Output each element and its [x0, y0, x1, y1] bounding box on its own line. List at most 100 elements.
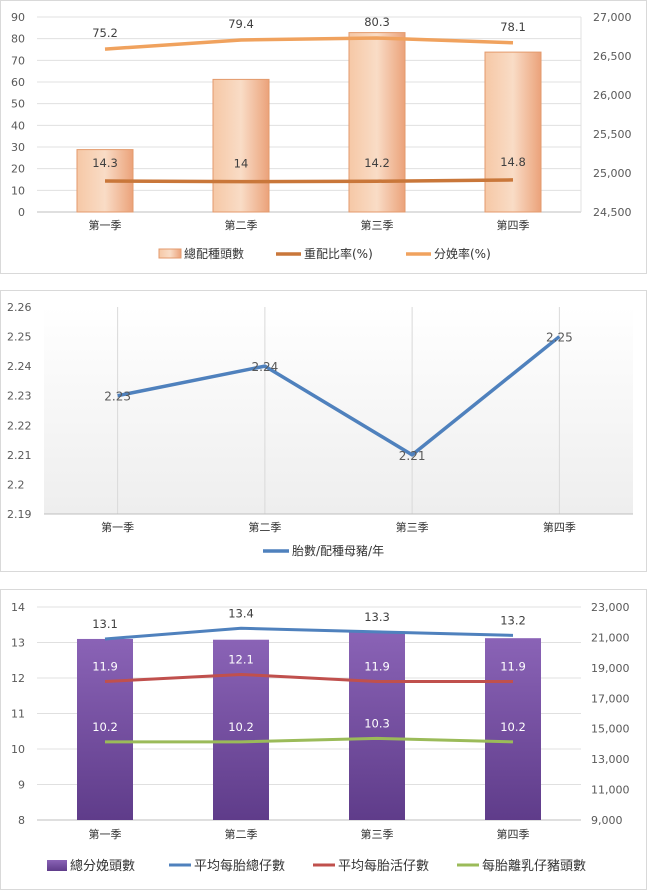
x-category-label: 第四季: [497, 218, 530, 232]
y-left-tick: 50: [11, 98, 25, 111]
legend-label: 總分娩頭數: [70, 858, 135, 874]
y-right-tick: 26,500: [593, 50, 632, 63]
litters-chart: 2.19 2.2 2.21 2.22 2.23 2.24 2.25 2.26 第一季 第二季 第三季…: [7, 301, 633, 558]
line-weaned-per-litter: [105, 736, 514, 744]
data-label: 13.3: [364, 610, 390, 624]
data-label: 2.24: [252, 360, 279, 374]
bar-total-farrowing: [485, 638, 541, 820]
chart-panel-litters: 2.19 2.2 2.21 2.22 2.23 2.24 2.25 2.26 第一季 第二季 第三季…: [0, 290, 647, 572]
data-label: 10.2: [500, 720, 526, 734]
x-category-label: 第四季: [543, 520, 576, 534]
x-category-label: 第一季: [101, 520, 134, 534]
y-left-tick: 60: [11, 76, 25, 89]
chart-panel-breeding: 0 10 20 30 40 50 60 70 80 90 24,500 25,000 25,500 26,…: [0, 0, 647, 274]
y-left-tick: 20: [11, 163, 25, 176]
y-left-tick: 9: [18, 779, 25, 792]
y-tick: 2.23: [7, 390, 32, 403]
y-left-tick: 10: [11, 743, 25, 756]
y-left-tick: 8: [18, 814, 25, 827]
y-tick: 2.2: [7, 478, 25, 491]
data-label: 2.23: [104, 390, 131, 404]
x-category-label: 第三季: [361, 827, 394, 841]
y-right-tick: 17,000: [591, 692, 630, 705]
x-category-label: 第一季: [89, 218, 122, 232]
data-label: 13.1: [92, 617, 118, 631]
data-label: 75.2: [92, 26, 118, 40]
bar-total-farrowing: [77, 638, 133, 820]
data-label: 2.21: [399, 449, 426, 463]
data-label: 11.9: [364, 660, 390, 674]
y-right-tick: 26,000: [593, 89, 632, 102]
y-tick: 2.19: [7, 508, 32, 521]
y-left-tick: 70: [11, 54, 25, 67]
data-label: 78.1: [500, 20, 526, 34]
legend-label: 重配比率(%): [304, 246, 373, 261]
y-left-tick: 80: [11, 33, 25, 46]
data-label: 14.8: [500, 155, 526, 169]
y-tick: 2.22: [7, 419, 32, 432]
data-label: 11.9: [500, 660, 526, 674]
y-right-tick: 27,000: [593, 11, 632, 24]
x-category-label: 第三季: [396, 520, 429, 534]
legend-label: 分娩率(%): [434, 246, 491, 261]
x-category-label: 第二季: [248, 520, 281, 534]
bar-total-mating: [212, 78, 270, 213]
y-tick: 2.26: [7, 301, 32, 314]
legend-label: 平均每胎活仔數: [338, 858, 429, 874]
y-left-tick: 10: [11, 184, 25, 197]
y-left-tick: 40: [11, 119, 25, 132]
y-right-tick: 25,500: [593, 128, 632, 141]
y-left-tick: 90: [11, 11, 25, 24]
x-category-label: 第三季: [361, 218, 394, 232]
data-label: 14.3: [92, 156, 118, 170]
y-tick: 2.21: [7, 449, 32, 462]
data-label: 14.2: [364, 156, 390, 170]
x-category-label: 第二季: [225, 827, 258, 841]
data-label: 11.9: [92, 660, 118, 674]
x-category-label: 第二季: [225, 218, 258, 232]
x-category-label: 第四季: [497, 827, 530, 841]
y-left-tick: 0: [18, 206, 25, 219]
y-left-tick: 13: [11, 637, 25, 650]
legend-label: 總配種頭數: [184, 246, 244, 261]
data-label: 12.1: [228, 652, 254, 666]
line-avg-total-born: [104, 626, 514, 641]
line-avg-born-alive: [104, 672, 513, 684]
line-rebreed-rate: [104, 178, 514, 184]
legend-swatch-bar: [47, 860, 67, 871]
legend-label: 每胎離乳仔豬頭數: [482, 858, 586, 874]
y-left-tick: 14: [11, 601, 25, 614]
bar-total-mating: [484, 51, 542, 213]
y-right-tick: 11,000: [591, 784, 630, 797]
y-right-tick: 15,000: [591, 723, 630, 736]
data-label: 2.25: [546, 331, 573, 345]
y-tick: 2.24: [7, 360, 32, 373]
y-right-tick: 19,000: [591, 662, 630, 675]
y-right-tick: 9,000: [591, 814, 623, 827]
legend-swatch-bar: [158, 248, 182, 259]
data-label: 13.4: [228, 606, 254, 620]
line-litters-per-sow: [117, 335, 561, 457]
line-farrowing-rate: [104, 36, 514, 51]
bar-total-farrowing: [213, 639, 269, 820]
farrowing-chart: 8 9 10 11 12 13 14 9,000 11,000 13,000 15,000 17,00…: [11, 601, 630, 874]
data-label: 79.4: [228, 17, 254, 31]
bar-total-farrowing: [349, 631, 405, 820]
legend-label: 平均每胎總仔數: [194, 858, 285, 874]
y-left-tick: 30: [11, 141, 25, 154]
y-tick: 2.25: [7, 331, 32, 344]
legend-label: 胎數/配種母豬/年: [292, 544, 384, 558]
y-left-tick: 11: [11, 708, 25, 721]
y-right-tick: 21,000: [591, 631, 630, 644]
data-label: 14: [234, 157, 249, 171]
bar-total-mating: [348, 32, 406, 213]
y-right-tick: 25,000: [593, 167, 632, 180]
data-label: 10.2: [92, 720, 118, 734]
data-label: 10.2: [228, 720, 254, 734]
y-right-tick: 23,000: [591, 601, 630, 614]
x-category-label: 第一季: [89, 827, 122, 841]
data-label: 80.3: [364, 15, 390, 29]
breeding-chart: 0 10 20 30 40 50 60 70 80 90 24,500 25,000 25,500 26,…: [11, 11, 632, 261]
y-right-tick: 13,000: [591, 753, 630, 766]
data-label: 13.2: [500, 613, 526, 627]
